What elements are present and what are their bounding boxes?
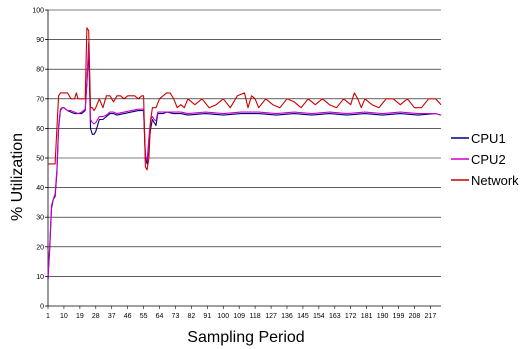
x-tick-label: 91 (203, 313, 211, 320)
x-tick-label: 217 (425, 313, 437, 320)
legend-label-cpu1: CPU1 (471, 131, 506, 146)
y-tick-label: 60 (36, 126, 44, 133)
x-tick-label: 127 (265, 313, 277, 320)
legend-label-cpu2: CPU2 (471, 152, 506, 167)
x-tick-label: 10 (60, 313, 68, 320)
series-lines (47, 27, 442, 280)
y-tick-label: 100 (32, 8, 44, 15)
x-tick-label: 172 (345, 313, 357, 320)
x-tick-label: 55 (140, 313, 148, 320)
legend-box (442, 125, 518, 187)
axes (45, 9, 441, 309)
x-tick-label: 46 (124, 313, 132, 320)
y-tick-label: 20 (36, 244, 44, 251)
y-tick-label: 70 (36, 96, 44, 103)
y-tick-label: 0 (40, 304, 44, 311)
x-tick-label: 154 (313, 313, 325, 320)
y-axis-label: % Utilization (9, 133, 26, 221)
y-tick-label: 30 (36, 215, 44, 222)
gridlines (48, 9, 441, 277)
series-line-cpu2 (47, 42, 442, 277)
x-tick-label: 19 (76, 313, 84, 320)
x-tick-label: 37 (108, 313, 116, 320)
x-tick-label: 208 (409, 313, 421, 320)
x-tick-labels: 1 10 19 28 37 46 55 64 73 82 91 100 109 118 127 136 145 1… (46, 313, 436, 320)
x-tick-label: 118 (250, 313, 261, 320)
legend: CPU1 CPU2 Network (442, 125, 519, 188)
x-tick-label: 145 (297, 313, 309, 320)
x-tick-label: 136 (281, 313, 293, 320)
legend-label-network: Network (471, 173, 519, 188)
series-line-cpu1 (47, 47, 442, 280)
y-tick-label: 90 (36, 37, 44, 44)
x-tick-label: 109 (233, 313, 245, 320)
y-tick-label: 40 (36, 185, 44, 192)
series-line-network (48, 27, 442, 171)
x-tick-label: 64 (156, 313, 164, 320)
x-tick-label: 1 (46, 313, 50, 320)
x-tick-label: 73 (172, 313, 180, 320)
y-tick-label: 10 (36, 274, 44, 281)
x-tick-label: 28 (92, 313, 100, 320)
x-tick-label: 163 (329, 313, 341, 320)
y-tick-label: 50 (36, 156, 44, 163)
x-tick-label: 181 (361, 313, 373, 320)
y-tick-label: 80 (36, 67, 44, 74)
x-tick-label: 82 (187, 313, 195, 320)
x-axis-label: Sampling Period (187, 329, 304, 346)
x-tick-label: 199 (393, 313, 405, 320)
y-tick-labels: 0 10 20 30 40 50 60 70 80 90 100 (32, 8, 44, 311)
x-tick-label: 190 (377, 313, 389, 320)
x-tick-label: 100 (217, 313, 229, 320)
